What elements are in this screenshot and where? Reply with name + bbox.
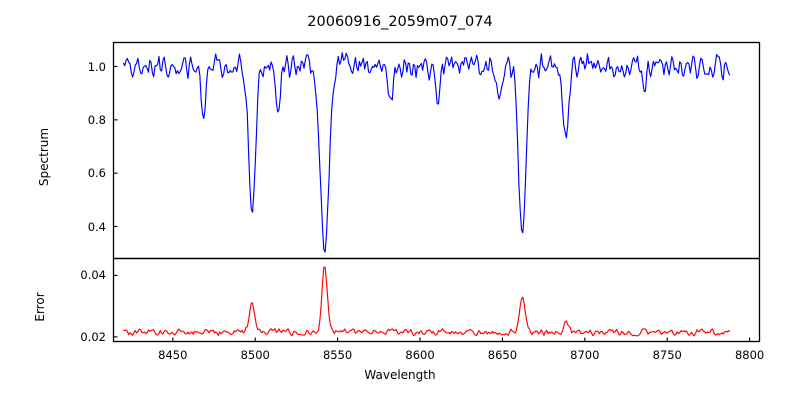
y-tick-label-error: 0.04 [80, 268, 106, 283]
x-axis-label: Wavelength [364, 368, 436, 382]
y-tick-label-spectrum: 0.4 [87, 219, 106, 234]
error-panel [112, 257, 761, 343]
y-axis-label-spectrum: Spectrum [37, 127, 51, 187]
figure-title: 20060916_2059m07_074 [307, 14, 493, 30]
x-tick-label: 8450 [158, 348, 188, 362]
y-tick-label-spectrum: 0.8 [87, 112, 106, 127]
y-tick-label-spectrum: 1.0 [87, 59, 106, 74]
spectrum-plot-frame [112, 41, 761, 260]
y-axis-label-error: Error [33, 292, 47, 322]
x-tick-label: 8500 [240, 348, 270, 362]
x-tick-label: 8800 [734, 348, 765, 362]
x-tick-label: 8550 [322, 348, 353, 362]
spectrum-trace [122, 52, 731, 253]
error-plot-frame [112, 257, 761, 343]
error-trace [123, 266, 731, 337]
spectrum-panel [112, 41, 761, 260]
x-tick-label: 8700 [570, 348, 600, 362]
y-tick-label-spectrum: 0.6 [87, 166, 106, 181]
y-tick-label-error: 0.02 [80, 329, 106, 344]
x-tick-label: 8750 [652, 348, 682, 362]
x-tick-label: 8650 [487, 348, 518, 362]
x-tick-label: 8600 [405, 348, 435, 362]
